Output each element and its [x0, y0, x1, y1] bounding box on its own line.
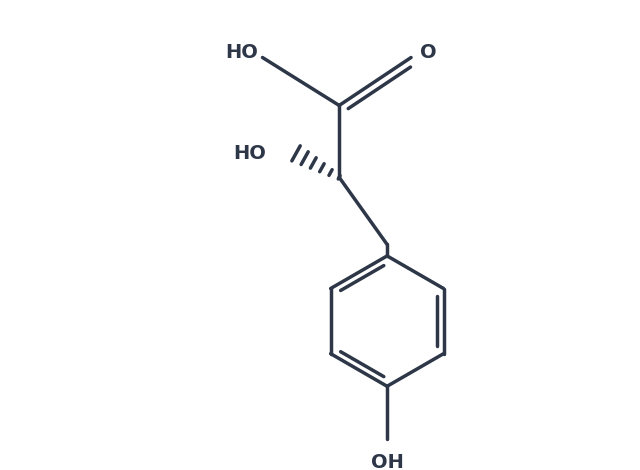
Text: OH: OH [371, 454, 404, 470]
Text: HO: HO [234, 144, 266, 163]
Text: HO: HO [225, 43, 258, 62]
Text: O: O [420, 43, 436, 62]
